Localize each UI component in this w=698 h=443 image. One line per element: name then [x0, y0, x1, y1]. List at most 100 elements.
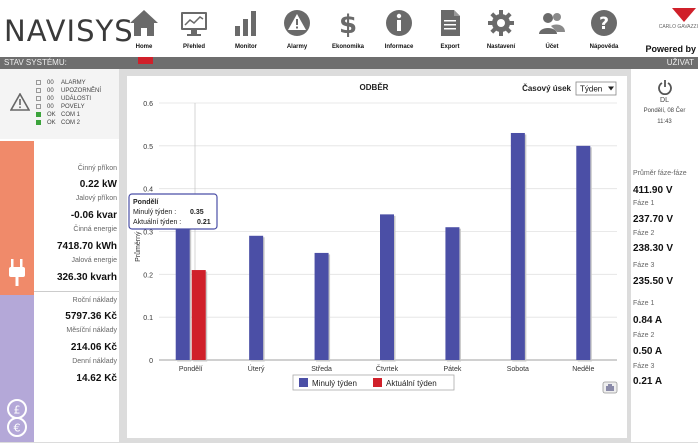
nav-ekonomika[interactable]: $ Ekonomika — [322, 4, 374, 54]
home-icon — [130, 10, 158, 36]
nav-monitor[interactable]: Monitor — [220, 4, 272, 54]
printer-icon — [606, 384, 614, 391]
phase1-voltage-value: 237.70 V — [633, 214, 674, 225]
status-label: POVELY — [61, 104, 85, 110]
nav-alarmy[interactable]: Alarmy — [271, 4, 323, 54]
nav-prehled-label: Přehled — [182, 44, 205, 50]
status-label: UDÁLOSTI — [61, 96, 92, 102]
x-tick-label: Pátek — [443, 366, 461, 373]
phase3-current-value: 0.21 A — [633, 376, 663, 387]
document-icon — [441, 10, 460, 36]
bar-current-week — [191, 270, 206, 360]
consumption-chart-panel: ODBĚR Časový úsek Týden 0 0.1 0.2 0.3 0.4 0.5… — [127, 76, 627, 438]
status-value: 00 — [47, 104, 54, 110]
nav-informace-label: Informace — [384, 44, 414, 50]
section-header-bar: STAV SYSTÉMU: UŽIVAT — [0, 57, 698, 69]
bar-previous-week — [445, 227, 460, 360]
chevron-down-icon — [608, 86, 614, 91]
nav-export[interactable]: Export — [424, 4, 476, 54]
info-icon — [386, 10, 412, 36]
status-value: 00 — [47, 88, 54, 94]
coins-icon: £€ — [7, 399, 27, 437]
navisys-logo[interactable]: NAVISYS — [4, 14, 134, 48]
svg-text:$: $ — [339, 10, 357, 38]
nav-nastaveni[interactable]: Nastavení — [475, 4, 527, 54]
legend-item-previous-week[interactable]: Minulý týden — [299, 378, 357, 388]
nav-napoveda-label: Nápověda — [589, 44, 619, 50]
cost-section-bar: £ € — [0, 295, 34, 442]
current-time: 11:43 — [657, 119, 672, 125]
x-tick-label: Úterý — [248, 364, 265, 373]
daily-cost-label: Denní náklady — [72, 358, 117, 365]
system-status-title: STAV SYSTÉMU: — [4, 58, 67, 67]
status-row-udalosti: 00 UDÁLOSTI — [36, 95, 91, 103]
carlo-gavazzi-logo-icon — [672, 8, 696, 22]
print-button[interactable] — [602, 381, 618, 394]
nav-prehled[interactable]: Přehled — [168, 4, 220, 54]
divider — [34, 291, 119, 292]
x-tick-label: Pondělí — [179, 366, 203, 373]
reactive-power-label: Jalový příkon — [75, 195, 117, 202]
energy-section-bar — [0, 141, 34, 295]
chart-title: ODBĚR — [360, 83, 389, 92]
monthly-cost-label: Měsíční náklady — [66, 327, 117, 334]
phase1-current-label: Fáze 1 — [633, 300, 655, 307]
users-icon — [539, 13, 565, 34]
brand-area: CARLO GAVAZZI Powered by — [632, 4, 698, 56]
legend-label-current: Aktuální týden — [386, 379, 437, 388]
status-label: UPOZORNĚNÍ — [61, 88, 102, 94]
active-power-label: Činný příkon — [77, 165, 117, 172]
daily-cost-value: 14.62 Kč — [76, 373, 117, 384]
dollar-icon: $ — [339, 10, 357, 38]
power-icon[interactable] — [657, 79, 673, 95]
status-indicator — [36, 111, 41, 117]
nav-ekonomika-label: Ekonomika — [331, 44, 364, 50]
legend-item-current-week[interactable]: Aktuální týden — [373, 378, 437, 388]
status-label: COM 1 — [61, 112, 81, 118]
warning-icon — [10, 93, 30, 111]
status-value: 00 — [47, 96, 54, 102]
tooltip-value-previous: 0.35 — [190, 209, 204, 216]
phase2-current-label: Fáze 2 — [633, 332, 655, 339]
monthly-cost-value: 214.06 Kč — [70, 342, 117, 353]
tooltip-value-current: 0.21 — [197, 219, 211, 226]
nav-napoveda[interactable]: ? Nápověda — [578, 4, 630, 54]
reactive-energy-label: Jalová energie — [71, 257, 117, 264]
reactive-energy-value: 326.30 kvarh — [56, 272, 117, 283]
phase2-voltage-label: Fáze 2 — [633, 230, 655, 237]
help-icon: ? — [591, 10, 617, 36]
avg-phase-label: Průměr fáze-fáze — [633, 170, 687, 177]
y-tick-label: 0.3 — [143, 230, 153, 237]
svg-text:?: ? — [599, 14, 609, 34]
active-energy-label: Činná energie — [73, 226, 117, 233]
active-power-value: 0.22 kW — [79, 179, 117, 190]
nav-home[interactable]: Home — [118, 4, 170, 54]
nav-alarmy-label: Alarmy — [286, 44, 308, 50]
nav-informace[interactable]: Informace — [373, 4, 425, 54]
annual-cost-label: Roční náklady — [72, 297, 117, 304]
phase2-voltage-value: 238.30 V — [633, 243, 674, 254]
status-indicator — [36, 119, 41, 125]
status-row-com2: OK COM 2 — [36, 119, 80, 127]
nav-nastaveni-label: Nastavení — [486, 44, 516, 50]
y-tick-label: 0.4 — [143, 187, 153, 194]
avg-phase-value: 411.90 V — [633, 185, 673, 196]
status-value: OK — [47, 120, 56, 126]
plug-icon — [9, 259, 25, 286]
x-tick-label: Středa — [311, 366, 332, 373]
chart-tooltip: Pondělí Minulý týden : 0.35 Aktuální týd… — [128, 193, 218, 230]
status-row-upozorneni: 00 UPOZORNĚNÍ — [36, 87, 101, 95]
user-section-title: UŽIVAT — [666, 58, 694, 67]
period-select[interactable]: Týden — [575, 81, 617, 96]
powered-by-text: Powered by — [645, 44, 696, 54]
legend-swatch-previous — [299, 378, 308, 387]
nav-ucet[interactable]: Účet — [526, 4, 578, 54]
y-tick-label: 0.2 — [143, 272, 153, 279]
phase3-voltage-value: 235.50 V — [633, 276, 674, 287]
status-indicator — [36, 103, 41, 109]
bar-previous-week — [249, 235, 264, 360]
tooltip-day: Pondělí — [133, 199, 159, 206]
period-label: Časový úsek — [522, 84, 571, 93]
legend-swatch-current — [373, 378, 382, 387]
status-indicator — [36, 95, 41, 101]
